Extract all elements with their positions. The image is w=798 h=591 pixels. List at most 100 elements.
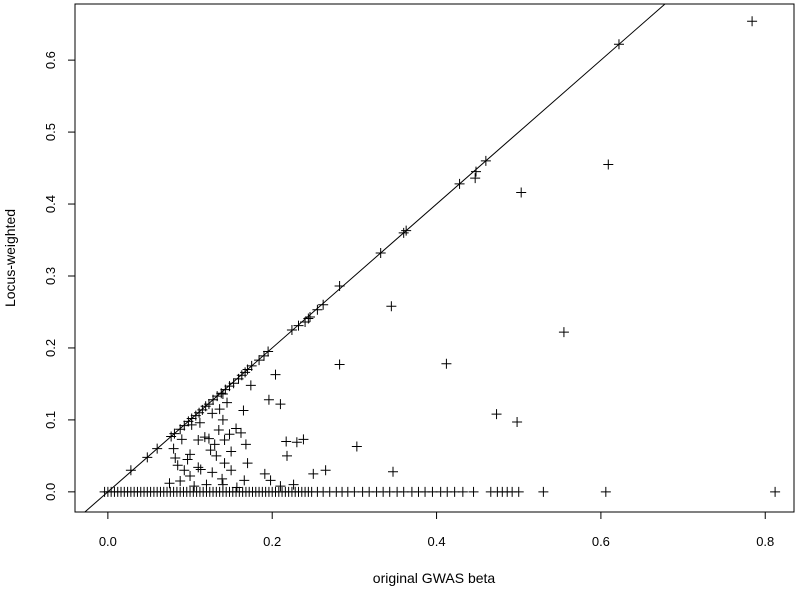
data-point <box>211 450 222 461</box>
data-point <box>441 358 452 369</box>
data-point <box>480 155 491 166</box>
data-point <box>281 436 292 447</box>
data-point <box>176 434 187 445</box>
data-point <box>239 475 250 486</box>
data-point <box>208 394 219 405</box>
y-tick-label: 0.1 <box>43 411 58 429</box>
data-point <box>312 304 323 315</box>
data-point <box>193 435 204 446</box>
data-point <box>207 467 218 478</box>
data-point <box>298 434 309 445</box>
y-tick-label: 0.3 <box>43 267 58 285</box>
data-point <box>291 437 302 448</box>
data-point <box>125 465 136 476</box>
data-point <box>209 439 220 450</box>
data-point <box>747 16 758 27</box>
data-point <box>263 346 274 357</box>
data-point <box>175 424 186 435</box>
data-point <box>207 408 218 419</box>
reference-line-layer <box>84 3 666 513</box>
data-point <box>186 419 197 430</box>
data-point <box>258 350 269 361</box>
data-point <box>203 433 214 444</box>
data-point <box>513 486 524 497</box>
points-layer <box>99 16 781 497</box>
data-point <box>233 373 244 384</box>
data-point <box>168 443 179 454</box>
data-point <box>259 468 270 479</box>
data-point <box>185 449 196 460</box>
data-point <box>226 446 237 457</box>
data-point <box>219 435 230 446</box>
data-point <box>398 227 409 238</box>
y-tick-label: 0.2 <box>43 339 58 357</box>
data-point <box>224 429 235 440</box>
data-point <box>245 380 256 391</box>
data-point <box>217 414 228 425</box>
x-tick-label: 0.2 <box>263 534 281 549</box>
data-point <box>189 481 200 492</box>
data-point <box>265 475 276 486</box>
data-point <box>351 441 362 452</box>
data-point <box>308 468 319 479</box>
data-point <box>270 369 281 380</box>
data-point <box>214 404 225 415</box>
data-point <box>242 458 253 469</box>
data-point <box>454 178 465 189</box>
data-point <box>275 481 286 492</box>
data-point <box>293 320 304 331</box>
data-point <box>194 417 205 428</box>
data-point <box>516 187 527 198</box>
data-point <box>288 479 299 490</box>
data-point <box>512 417 523 428</box>
data-point <box>222 397 233 408</box>
x-axis-title: original GWAS beta <box>373 570 496 586</box>
data-point <box>613 39 624 50</box>
data-point <box>185 471 196 482</box>
data-point <box>468 486 479 497</box>
data-point <box>300 317 311 328</box>
data-point <box>282 450 293 461</box>
data-point <box>254 355 265 366</box>
data-point <box>375 247 386 258</box>
data-point <box>603 159 614 170</box>
data-point <box>175 476 186 487</box>
data-point <box>195 464 206 475</box>
data-point <box>170 453 181 464</box>
data-point <box>286 324 297 335</box>
x-tick-label: 0.6 <box>592 534 610 549</box>
y-tick-label: 0.5 <box>43 123 58 141</box>
data-point <box>217 388 228 399</box>
data-point <box>235 427 246 438</box>
data-point <box>231 423 242 434</box>
data-point <box>164 478 175 489</box>
data-point <box>217 473 228 484</box>
data-point <box>386 301 397 312</box>
data-point <box>179 465 190 476</box>
data-point <box>238 405 249 416</box>
x-axis: 0.0 0.2 0.4 0.6 0.8 <box>99 511 774 549</box>
data-point <box>305 312 316 323</box>
data-point <box>182 454 193 465</box>
x-tick-label: 0.0 <box>99 534 117 549</box>
data-point <box>166 431 177 442</box>
y-axis-title: Locus-weighted <box>2 209 18 307</box>
data-point <box>193 462 204 473</box>
data-point <box>199 432 210 443</box>
data-point <box>491 409 502 420</box>
x-tick-label: 0.4 <box>428 534 446 549</box>
data-point <box>205 445 216 456</box>
data-point <box>334 281 345 292</box>
y-tick-label: 0.4 <box>43 195 58 213</box>
data-point <box>219 458 230 469</box>
y-axis: 0.0 0.1 0.2 0.3 0.4 0.5 0.6 <box>43 51 76 501</box>
data-point <box>226 465 237 476</box>
data-point <box>538 486 549 497</box>
data-point <box>275 399 286 410</box>
data-point <box>228 378 239 389</box>
identity-line <box>84 3 666 513</box>
data-point <box>213 424 224 435</box>
data-point <box>172 460 183 471</box>
y-tick-label: 0.6 <box>43 51 58 69</box>
data-point <box>457 486 468 497</box>
